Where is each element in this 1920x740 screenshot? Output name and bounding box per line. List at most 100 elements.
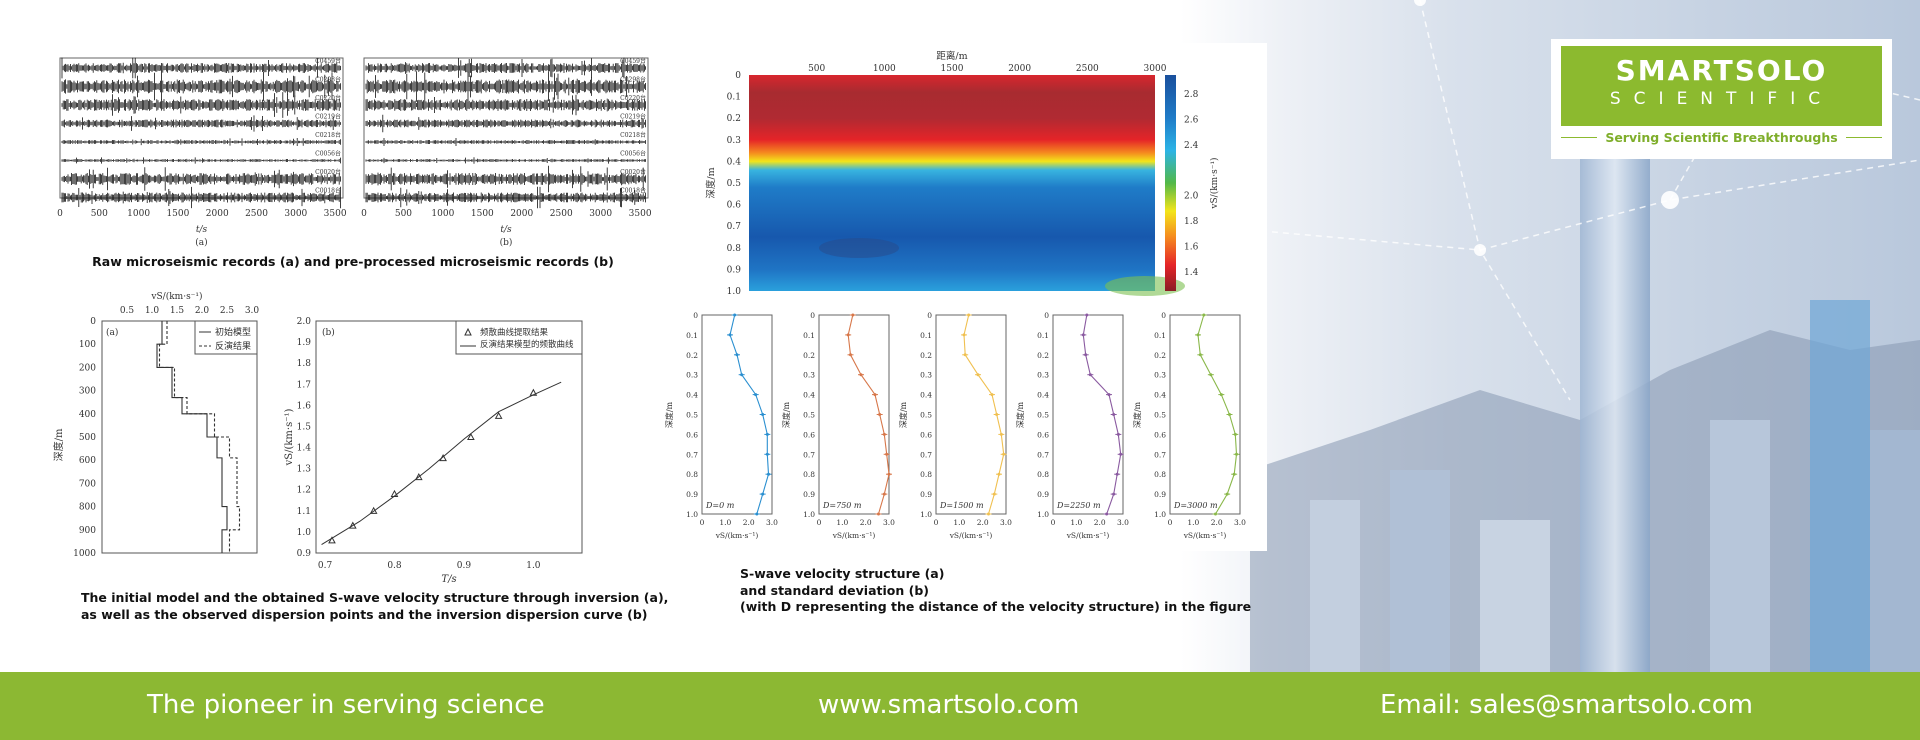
profile-point bbox=[992, 492, 996, 496]
y-tick-label: 400 bbox=[79, 410, 96, 420]
y-tick-label: 0.6 bbox=[803, 430, 815, 439]
trace-label: C0018台 bbox=[315, 187, 341, 195]
profile-point bbox=[1107, 393, 1111, 397]
colorbar-tick-label: 1.4 bbox=[1184, 268, 1199, 278]
x-tick-label: 3500 bbox=[629, 209, 652, 219]
x-axis-label: t/s bbox=[500, 225, 512, 235]
y-tick-label: 0.3 bbox=[920, 371, 932, 380]
seismic-trace bbox=[365, 57, 646, 79]
y-tick-label: 600 bbox=[79, 456, 96, 466]
trace-label: C0459台 bbox=[620, 57, 646, 65]
seismic-trace bbox=[61, 71, 341, 102]
y-tick-label: 1.9 bbox=[297, 338, 312, 348]
profile-point bbox=[849, 353, 852, 357]
y-tick-label: 0.3 bbox=[686, 371, 698, 380]
trace-label: C0056台 bbox=[315, 150, 341, 158]
x-tick-label: 3000 bbox=[284, 209, 307, 219]
x-axis-label: T/s bbox=[441, 574, 456, 585]
seismic-trace bbox=[365, 157, 646, 164]
y-tick-label: 0.8 bbox=[686, 470, 698, 479]
colorbar-tick-label: 1.8 bbox=[1184, 217, 1199, 227]
y-tick-label: 0.1 bbox=[1037, 331, 1049, 340]
colorbar-label: vS/(km·s⁻¹) bbox=[1209, 157, 1220, 209]
y-tick-label: 0 bbox=[90, 317, 96, 327]
y-tick-label: 0.2 bbox=[1154, 351, 1166, 360]
x-axis-label: vS/(km·s⁻¹) bbox=[832, 531, 876, 540]
y-tick-label: 500 bbox=[79, 433, 96, 443]
x-tick-label: 0 bbox=[817, 518, 822, 527]
profile-point bbox=[755, 512, 759, 516]
y-tick-label: 0.9 bbox=[803, 490, 815, 499]
seismic-trace bbox=[61, 92, 341, 118]
y-tick-label: 0.8 bbox=[1037, 470, 1049, 479]
legend-label: 反演结果模型的频散曲线 bbox=[480, 339, 574, 350]
legend-label: 频散曲线提取结果 bbox=[480, 327, 549, 338]
profile-point bbox=[997, 472, 1001, 476]
y-tick-label: 0.3 bbox=[1037, 371, 1049, 380]
seismic-trace bbox=[61, 138, 341, 146]
inversion-caption-line: as well as the observed dispersion point… bbox=[81, 606, 648, 622]
x-tick-label: 0 bbox=[1168, 518, 1173, 527]
trace-label: C0218台 bbox=[620, 131, 646, 139]
y-tick-label: 1.0 bbox=[1037, 510, 1049, 519]
colorbar-tick-label: 1.6 bbox=[1184, 243, 1199, 253]
plot-frame bbox=[818, 314, 890, 515]
x-tick-label: 3.0 bbox=[1234, 518, 1246, 527]
heatmap-field bbox=[749, 75, 1155, 291]
series-line-0 bbox=[156, 321, 228, 553]
profile-point bbox=[877, 512, 880, 516]
y-axis-label: vS/(km·s⁻¹) bbox=[284, 408, 295, 466]
x-tick-label: 1.0 bbox=[1187, 518, 1199, 527]
distance-label: D=750 m bbox=[822, 501, 862, 510]
seismic-trace bbox=[365, 138, 646, 146]
series-line-1 bbox=[158, 321, 241, 553]
y-tick-label: 0 bbox=[1044, 311, 1049, 320]
y-tick-label: 0 bbox=[693, 311, 698, 320]
profile-point bbox=[1235, 452, 1238, 456]
heatmap-anomaly bbox=[819, 238, 899, 258]
x-axis-label: vS/(km·s⁻¹) bbox=[949, 531, 993, 540]
x-tick-label: 1.0 bbox=[836, 518, 848, 527]
y-tick-label: 0.5 bbox=[803, 411, 815, 420]
footer-website-link[interactable]: www.smartsolo.com bbox=[818, 690, 1080, 720]
x-tick-label: 0 bbox=[1051, 518, 1056, 527]
y-tick-label: 0.8 bbox=[1154, 470, 1166, 479]
inversion-dispersion-curve bbox=[321, 381, 562, 545]
y-tick-label: 0 bbox=[927, 311, 932, 320]
profile-point bbox=[1116, 432, 1120, 436]
colorbar-tick-label: 2.0 bbox=[1184, 192, 1199, 202]
footer-email-link[interactable]: Email: sales@smartsolo.com bbox=[1380, 690, 1754, 720]
dispersion-point bbox=[369, 506, 378, 514]
y-tick-label: 0 bbox=[735, 71, 741, 81]
trace-label: C0220台 bbox=[620, 94, 646, 102]
y-axis-label: 深度/m bbox=[1015, 401, 1025, 428]
trace-label: C0018台 bbox=[620, 187, 646, 195]
x-tick-label: 1500 bbox=[471, 209, 494, 219]
profile-point bbox=[995, 413, 999, 416]
y-tick-label: 700 bbox=[79, 479, 96, 489]
x-tick-label: 1.0 bbox=[526, 561, 541, 571]
y-axis-label: 深度/m bbox=[52, 428, 65, 461]
y-tick-label: 0.6 bbox=[727, 201, 742, 211]
profile-point bbox=[1084, 353, 1088, 357]
profile-point bbox=[1232, 472, 1236, 476]
y-tick-label: 0.4 bbox=[920, 391, 932, 400]
x-tick-label: 1000 bbox=[127, 209, 150, 219]
y-tick-label: 0.2 bbox=[727, 114, 741, 124]
x-tick-label: 2.0 bbox=[1211, 518, 1223, 527]
y-tick-label: 0.1 bbox=[803, 331, 815, 340]
profile-point bbox=[1225, 492, 1229, 496]
profile-point bbox=[765, 452, 769, 456]
distance-label: D=0 m bbox=[705, 501, 735, 510]
y-tick-label: 1.0 bbox=[686, 510, 698, 519]
profile-point bbox=[1112, 492, 1116, 496]
y-tick-label: 0.2 bbox=[1037, 351, 1049, 360]
y-tick-label: 0.4 bbox=[1154, 391, 1166, 400]
y-tick-label: 0.5 bbox=[727, 179, 742, 189]
x-axis-label: 距离/m bbox=[936, 50, 967, 62]
profile-point bbox=[1228, 413, 1231, 416]
seismic-trace bbox=[365, 114, 646, 133]
y-tick-label: 1.1 bbox=[297, 507, 311, 517]
dispersion-point bbox=[494, 411, 503, 419]
profile-point bbox=[846, 333, 850, 337]
